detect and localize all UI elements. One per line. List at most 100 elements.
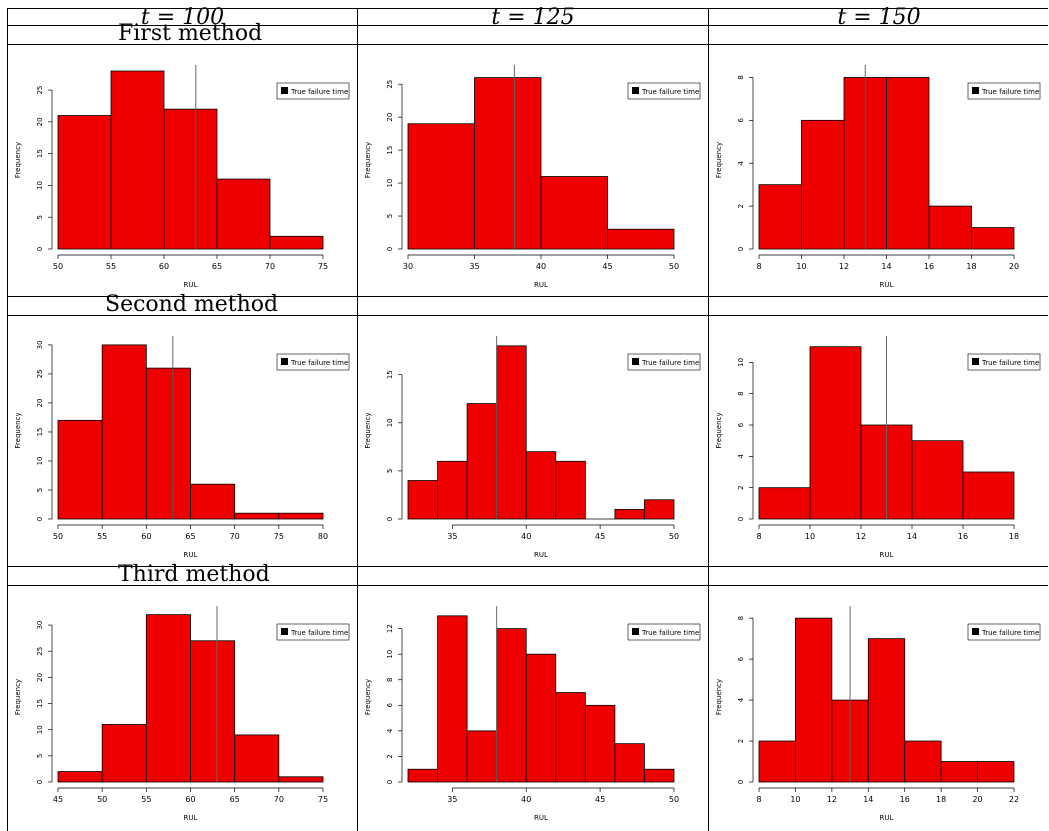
x-tick-label: 35	[447, 795, 457, 804]
y-tick-label: 0	[36, 517, 44, 521]
histogram-bar	[496, 628, 527, 783]
histogram-bar	[57, 115, 112, 250]
legend-box	[276, 353, 350, 371]
y-tick-label: 6	[386, 703, 394, 708]
x-tick-label: 20	[972, 795, 982, 804]
legend-box	[276, 82, 350, 100]
x-tick-label: 10	[805, 532, 815, 541]
legend-label: True failure time	[641, 629, 699, 637]
x-tick-label: 50	[669, 795, 679, 804]
x-tick-label: 22	[1009, 795, 1019, 804]
y-tick-label: 10	[386, 418, 394, 427]
x-tick-label: 50	[669, 532, 679, 541]
y-tick-label: 20	[36, 117, 44, 126]
histogram-bar	[496, 345, 527, 520]
y-axis-label: Frequency	[715, 679, 723, 715]
legend-label: True failure time	[290, 88, 348, 96]
x-tick-label: 50	[97, 795, 107, 804]
y-tick-label: 5	[386, 469, 394, 473]
histogram-bar	[795, 617, 833, 783]
method-label-second: Second method	[105, 292, 279, 317]
histogram-bar	[466, 403, 498, 520]
y-tick-label: 2	[737, 485, 745, 489]
histogram-first-t150: 8 10 12 14 16 18 20 RUL 0 2 4 6 8 Frequency True failu…	[715, 65, 1041, 289]
x-axis-label: RUL	[184, 551, 198, 559]
legend-swatch	[281, 628, 288, 635]
x-tick-label: 14	[881, 262, 891, 271]
legend-swatch	[632, 358, 639, 365]
y-axis-label: Frequency	[14, 679, 22, 715]
x-tick-label: 55	[141, 795, 151, 804]
histogram-bar	[849, 699, 869, 783]
y-tick-label: 8	[386, 678, 394, 682]
histogram-bar	[407, 123, 475, 250]
histogram-bar	[555, 692, 586, 783]
column-header-t125: t = 125	[491, 5, 575, 30]
histogram-bar	[801, 119, 845, 250]
x-tick-label: 10	[796, 262, 806, 271]
grid-line-top	[7, 8, 1048, 9]
y-tick-label: 5	[36, 215, 44, 219]
histogram-bar	[195, 108, 218, 250]
histogram-bar	[831, 699, 851, 783]
x-tick-label: 8	[756, 532, 761, 541]
y-axis-label: Frequency	[364, 412, 372, 448]
y-tick-label: 20	[36, 673, 44, 682]
y-tick-label: 30	[36, 340, 44, 349]
x-tick-label: 80	[318, 532, 328, 541]
x-tick-label: 45	[595, 795, 605, 804]
histogram-bar	[57, 771, 103, 783]
method-label-first: First method	[118, 21, 263, 46]
x-axis-label: RUL	[880, 281, 894, 289]
x-tick-label: 16	[900, 795, 910, 804]
y-tick-label: 10	[36, 181, 44, 190]
y-tick-label: 4	[737, 454, 745, 459]
histogram-bar	[234, 512, 280, 520]
legend-box	[967, 623, 1041, 641]
histogram-bar	[540, 176, 608, 250]
x-tick-label: 60	[141, 532, 151, 541]
x-tick-label: 75	[274, 532, 284, 541]
histogram-bar	[644, 499, 675, 520]
y-tick-label: 4	[737, 697, 745, 702]
histogram-bar	[57, 419, 103, 520]
y-tick-label: 15	[36, 149, 44, 158]
histogram-bar	[172, 367, 191, 520]
histogram-bar	[758, 487, 811, 520]
x-tick-label: 8	[756, 262, 761, 271]
y-tick-label: 5	[386, 214, 394, 218]
y-tick-label: 0	[737, 517, 745, 521]
histogram-bar	[911, 440, 964, 520]
histogram-bar	[962, 471, 1015, 520]
y-tick-label: 30	[36, 621, 44, 630]
histogram-bar	[216, 178, 271, 250]
legend-label: True failure time	[641, 88, 699, 96]
y-tick-label: 10	[386, 179, 394, 188]
histogram-bar	[437, 460, 468, 520]
y-tick-label: 5	[36, 754, 44, 758]
x-tick-label: 70	[274, 795, 284, 804]
x-axis-label: RUL	[184, 281, 198, 289]
grid-line-method1	[7, 44, 1048, 45]
y-tick-label: 25	[36, 369, 44, 378]
histogram-bar	[269, 235, 324, 250]
y-tick-label: 15	[386, 370, 394, 379]
y-tick-label: 25	[36, 647, 44, 656]
histogram-bar	[971, 227, 1015, 250]
y-tick-label: 2	[386, 754, 394, 758]
histogram-bar	[513, 77, 542, 250]
histogram-bar	[584, 704, 616, 783]
x-axis-label: RUL	[534, 814, 548, 822]
histogram-third-t150: 8 10 12 14 16 18 20 22 RUL 0 2 4 6 8 Frequency True fai…	[715, 606, 1041, 822]
y-tick-label: 0	[36, 780, 44, 784]
legend-swatch	[632, 628, 639, 635]
legend-box	[276, 623, 350, 641]
legend-swatch	[972, 358, 979, 365]
x-tick-label: 16	[924, 262, 934, 271]
grid-line-method3	[7, 585, 1048, 586]
histogram-bar	[110, 70, 165, 250]
legend-swatch	[972, 87, 979, 94]
x-tick-label: 20	[1009, 262, 1019, 271]
histogram-bar	[758, 184, 802, 250]
legend-label: True failure time	[290, 359, 348, 367]
